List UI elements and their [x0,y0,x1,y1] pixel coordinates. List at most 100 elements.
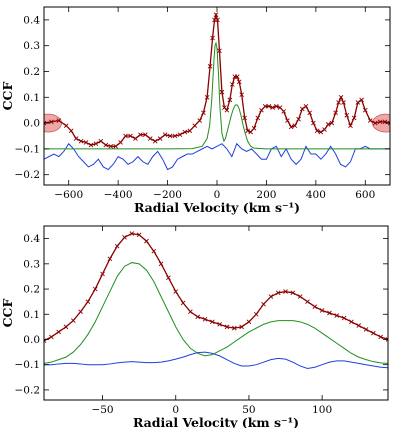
observed-point-marker [114,243,120,249]
observed-point-marker [172,133,178,139]
observed-point-marker [319,308,325,313]
observed-point-marker [387,120,390,126]
observed-point-marker [173,289,179,294]
observed-point-marker [329,120,335,126]
x-axis-label: Radial Velocity (km s⁻¹) [134,200,300,215]
observed-point-marker [341,100,346,105]
observed-point-marker [63,123,69,128]
observed-point-marker [372,120,378,126]
observed-point-marker [236,79,242,85]
observed-point-marker [210,35,215,41]
observed-point-marker [248,129,253,135]
observed-point-marker [251,125,257,131]
observed-point-marker [98,138,104,144]
y-axis-label: CCF [0,81,15,110]
observed-point-marker [297,294,303,299]
observed-point-marker [349,319,354,325]
observed-markers [44,12,390,149]
observed-point-marker [288,124,294,130]
plot-area [44,12,390,171]
observed-point-marker [355,100,361,105]
observed-point-marker [318,129,324,135]
observed-point-marker [312,304,318,310]
observed-point-marker [49,119,54,125]
observed-point-marker [143,132,148,138]
observed-point-marker [322,127,327,132]
observed-point-marker [138,132,143,138]
observed-point-marker [158,261,164,267]
observed-markers [44,231,388,344]
observed-point-marker [157,136,163,141]
observed-point-marker [341,315,347,321]
observed-point-marker [177,132,183,138]
y-tick-label: −0.1 [15,143,41,155]
observed-point-marker [362,107,368,113]
observed-point-marker [299,106,305,112]
observed-point-marker [259,107,264,113]
y-tick-label: −0.2 [15,384,41,396]
observed-point-marker [197,118,203,123]
observed-point-marker [44,120,47,126]
observed-point-marker [93,141,99,147]
observed-point-marker [336,100,341,105]
observed-point-marker [129,231,135,236]
observed-point-marker [334,313,340,318]
observed-point-marker [217,48,222,54]
observed-point-marker [234,74,240,79]
observed-point-marker [307,110,312,116]
observed-point-marker [219,89,225,95]
observed-point-marker [123,133,128,139]
observed-point-marker [371,330,376,336]
observed-point-marker [224,324,230,330]
observed-point-marker [242,115,247,121]
observed-point-marker [136,232,142,238]
observed-point-marker [253,311,259,317]
observed-point-marker [213,12,219,18]
observed-point-marker [100,271,105,277]
observed-point-marker [68,128,74,134]
observed-point-marker [207,64,213,69]
observed-point-marker [230,82,235,87]
observed-point-marker [152,138,158,144]
observed-point-marker [215,17,220,23]
x-tick-label: 200 [256,189,276,201]
observed-point-marker [210,319,215,325]
observed-point-marker [122,235,127,240]
observed-point-marker [377,119,383,125]
observed-point-marker [180,300,186,306]
observed-point-marker [78,138,84,144]
x-tick-label: −600 [54,189,83,201]
observed-point-marker [296,116,301,122]
observed-point-marker [356,323,362,328]
observed-point-marker [224,107,230,113]
x-tick-label: −50 [91,404,113,416]
observed-point-marker [182,129,188,135]
axes-frame [43,225,389,401]
observed-point-marker [204,94,210,100]
plot-area [44,231,388,369]
observed-point-marker [118,140,123,145]
y-tick-label: −0.2 [15,169,41,181]
observed-point-marker [303,104,309,109]
series-line-observed [44,232,388,342]
observed-point-marker [187,128,193,134]
observed-point-marker [363,327,369,332]
observed-point-marker [56,118,62,123]
observed-point-marker [245,128,250,134]
observed-point-marker [108,143,114,149]
x-axis-label: Radial Velocity (km s⁻¹) [133,415,299,428]
observed-point-marker [327,310,332,316]
observed-point-marker [227,97,233,103]
y-tick-label: 0.1 [23,309,40,321]
x-tick-label: 600 [355,189,375,201]
observed-point-marker [270,105,275,110]
observed-point-marker [273,104,279,109]
observed-point-marker [217,322,222,327]
observed-point-marker [166,275,171,281]
observed-point-marker [78,309,83,315]
observed-point-marker [133,136,138,141]
observed-point-marker [202,316,208,322]
y-tick-label: 0.3 [23,40,40,52]
observed-point-marker [201,110,206,116]
